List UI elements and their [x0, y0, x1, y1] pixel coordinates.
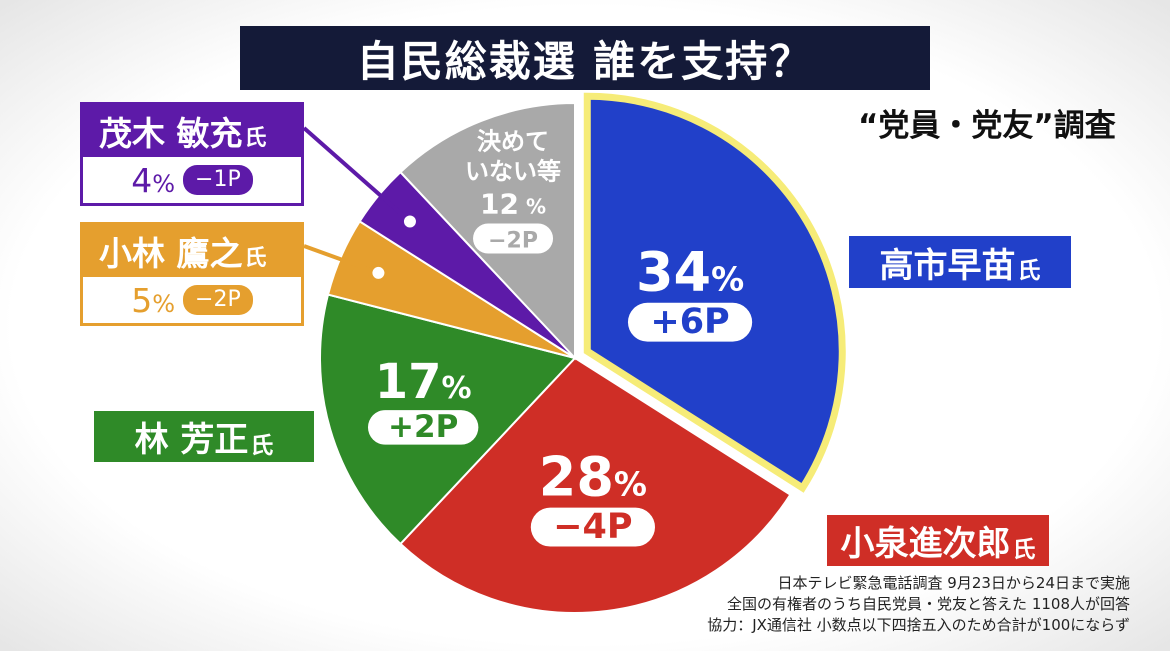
- legend-takaichi-suffix: 氏: [1017, 258, 1041, 284]
- legend-kobayashi-name-row: 小林 鷹之氏: [83, 225, 301, 277]
- legend-takaichi-name: 高市早苗: [879, 245, 1016, 286]
- pie-slice-highlighted: [583, 92, 846, 493]
- legend-koizumi-name: 小泉進次郎: [840, 524, 1011, 564]
- connector-motegi: [302, 126, 412, 223]
- slice-change-pill: [473, 223, 554, 254]
- legend-kobayashi-percent: 5%: [131, 280, 176, 320]
- chart-title: 自民総裁選 誰を支持？: [240, 26, 930, 90]
- slice-change: −4P: [553, 507, 632, 547]
- legend-kobayashi-change: −2P: [183, 285, 253, 315]
- slice-change-pill: [367, 410, 479, 445]
- legend-motegi-name: 茂木 敏充: [99, 114, 243, 153]
- slice-label-hayashi: 17%+2P: [367, 354, 479, 445]
- slice-label-takaichi: 34%+6P: [627, 241, 753, 342]
- legend-kobayashi-value-row: 5% −2P: [83, 277, 301, 323]
- slice-change-pill: [530, 507, 655, 547]
- legend-kobayashi: 小林 鷹之氏 5% −2P: [80, 222, 304, 326]
- note-line-2: 全国の有権者のうち自民党員・党友と答えた 1108人が回答: [727, 595, 1130, 613]
- legend-koizumi-suffix: 氏: [1012, 536, 1036, 563]
- slice-name-line: いない等: [465, 158, 561, 186]
- legend-motegi: 茂木 敏充氏 4% −1P: [80, 102, 304, 206]
- slice-change: −2P: [488, 229, 538, 254]
- legend-koizumi: 小泉進次郎氏: [827, 515, 1049, 566]
- slice-change: +2P: [388, 409, 458, 445]
- chart-subtitle: “党員・党友”調査: [858, 108, 1116, 144]
- pie-slice-1: [399, 356, 792, 614]
- legend-motegi-suffix: 氏: [244, 126, 267, 151]
- legend-motegi-value-row: 4% −1P: [83, 157, 301, 203]
- slice-percent: 12 %: [480, 188, 546, 221]
- legend-motegi-percent: 4%: [131, 160, 176, 200]
- connector-dot-motegi: [399, 211, 420, 232]
- note-line-3: 協力：JX通信社 小数点以下四捨五入のため合計が100にならず: [707, 616, 1130, 634]
- note-line-1: 日本テレビ緊急電話調査 9月23日から24日まで実施: [777, 574, 1131, 592]
- connector-kobayashi: [303, 244, 380, 275]
- connector-dot-kobayashi: [368, 262, 389, 283]
- slice-name-line: 決めて: [477, 128, 549, 156]
- slice-change-pill: [627, 302, 753, 342]
- legend-motegi-change: −1P: [183, 165, 253, 195]
- legend-hayashi-suffix: 氏: [250, 432, 274, 459]
- legend-takaichi: 高市早苗氏: [849, 236, 1071, 288]
- legend-kobayashi-suffix: 氏: [244, 246, 267, 271]
- legend-hayashi: 林 芳正氏: [94, 411, 314, 462]
- legend-kobayashi-name: 小林 鷹之: [99, 234, 243, 273]
- legend-hayashi-name: 林 芳正: [134, 420, 249, 460]
- legend-motegi-name-row: 茂木 敏充氏: [83, 105, 301, 157]
- slice-change: +6P: [650, 302, 729, 342]
- slice-label-koizumi: 28%−4P: [530, 446, 655, 547]
